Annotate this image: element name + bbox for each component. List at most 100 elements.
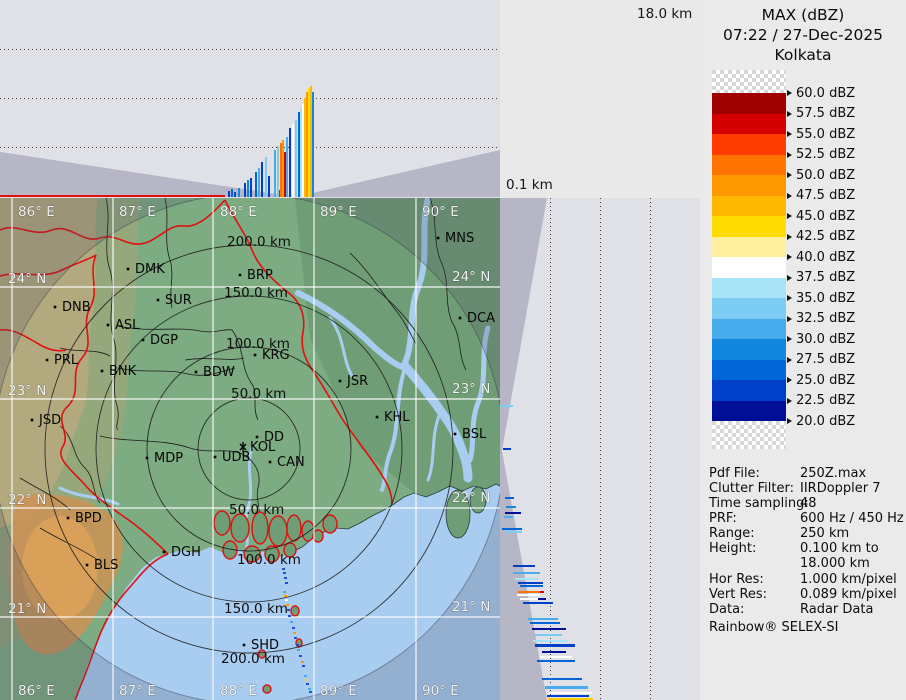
echo-bar — [238, 188, 240, 197]
city-label: BLS — [94, 558, 118, 573]
echo-dot — [308, 688, 311, 690]
echo-bar — [265, 157, 267, 197]
echo-dot — [284, 577, 287, 579]
city-label: KOL — [250, 440, 276, 455]
echo-dot — [297, 649, 300, 651]
city-label: BRP — [247, 268, 273, 283]
city-dot — [256, 436, 259, 439]
city-dot — [239, 274, 242, 277]
city-dot — [454, 433, 457, 436]
echo-bars-right-panel — [500, 198, 700, 700]
radar-display-window: 18.0 km 0.1 km — [0, 0, 906, 700]
max-height-label: 18.0 km — [637, 6, 692, 22]
product-metadata: Pdf File:250Z.maxClutter Filter:IIRDoppl… — [700, 0, 906, 700]
lon-label: 86° E — [18, 683, 55, 699]
radar-map-canvas: 86° E86° E87° E87° E88° E88° E89° E89° E… — [0, 198, 500, 700]
echo-dot — [285, 599, 288, 601]
meta-row-label: Time sampling: — [709, 496, 809, 511]
echo-bar — [532, 628, 566, 630]
echo-bar — [505, 531, 522, 533]
city-label: KHL — [384, 410, 410, 425]
city-label: JSD — [38, 413, 61, 428]
echo-bar — [228, 191, 230, 197]
city-label: BDW — [203, 365, 235, 380]
echo-bar — [244, 183, 246, 197]
meta-row-label: Pdf File: — [709, 466, 760, 481]
echo-bar — [277, 146, 279, 197]
meta-row-value: 250 km — [800, 526, 849, 541]
city-dot — [146, 457, 149, 460]
echo-bar — [231, 189, 233, 197]
echo-dot — [301, 661, 304, 663]
echo-bar — [289, 128, 291, 197]
state-border-clipped-line — [0, 195, 225, 197]
city-dot — [67, 517, 70, 520]
city-dot — [157, 299, 160, 302]
range-ring-label: 200.0 km — [227, 234, 291, 250]
echo-bar — [515, 578, 538, 580]
echo-bar — [513, 572, 540, 574]
meta-row-value: 1.000 km/pixel — [800, 572, 897, 587]
city-label: KRG — [262, 348, 290, 363]
echo-dot — [302, 665, 305, 667]
city-label: CAN — [277, 455, 305, 470]
echo-bar — [518, 591, 540, 593]
meta-row-label: PRF: — [709, 511, 737, 526]
echo-bar — [528, 618, 558, 620]
lon-label: 89° E — [320, 204, 357, 220]
min-height-label: 0.1 km — [506, 177, 553, 193]
city-label: DGH — [171, 545, 201, 560]
meta-row-value: 48 — [800, 496, 817, 511]
city-dot — [142, 339, 145, 342]
echo-bar — [545, 686, 588, 689]
echo-bar — [517, 594, 540, 596]
info-sidebar: MAX (dBZ) 07:22 / 27-Dec-2025 Kolkata 60… — [700, 0, 906, 700]
echo-dot — [287, 609, 290, 611]
echo-bar — [513, 565, 535, 567]
meta-row-label: Hor Res: — [709, 572, 764, 587]
city-dot — [243, 644, 246, 647]
lat-label: 21° N — [452, 599, 490, 615]
echo-bar — [523, 602, 553, 604]
meta-row-label: Range: — [709, 526, 755, 541]
city-dot — [214, 456, 217, 459]
echo-bar — [542, 678, 582, 680]
echo-dot — [288, 615, 291, 617]
radar-map: 86° E86° E87° E87° E88° E88° E89° E89° E… — [0, 198, 500, 700]
echo-dot — [293, 632, 296, 634]
meta-row-label: Vert Res: — [709, 587, 767, 602]
meta-row-label: Clutter Filter: — [709, 481, 794, 496]
echo-bar — [255, 172, 257, 197]
echo-bar — [502, 528, 522, 530]
echo-dot — [282, 568, 285, 570]
echo-bar — [503, 448, 511, 450]
meta-row-value: IIRDoppler 7 — [800, 481, 881, 496]
echo-bar — [537, 660, 575, 662]
range-ring-label: 150.0 km — [224, 601, 288, 617]
meta-row-value: 600 Hz / 450 Hz — [800, 511, 904, 526]
echo-bar — [250, 178, 252, 197]
city-label: BNK — [109, 364, 137, 379]
city-dot — [195, 371, 198, 374]
city-dot — [54, 306, 57, 309]
echo-dot — [285, 582, 288, 584]
city-label: MNS — [445, 231, 474, 246]
lon-label: 87° E — [119, 683, 156, 699]
city-label: JSR — [346, 374, 368, 389]
city-dot — [86, 564, 89, 567]
echo-bar — [547, 695, 589, 697]
echo-dot — [299, 655, 302, 657]
echo-bar — [258, 168, 260, 197]
echo-dot — [286, 604, 289, 606]
city-dot — [127, 268, 130, 271]
city-dot — [459, 317, 462, 320]
meta-row-value: 0.089 km/pixel — [800, 587, 897, 602]
echo-bar — [268, 176, 270, 197]
city-dot — [31, 419, 34, 422]
echo-bar — [518, 582, 543, 584]
echo-bar — [295, 120, 297, 197]
echo-bar — [538, 598, 546, 600]
lon-label: 87° E — [119, 204, 156, 220]
echo-bar — [505, 512, 521, 514]
echo-dot — [304, 675, 307, 677]
